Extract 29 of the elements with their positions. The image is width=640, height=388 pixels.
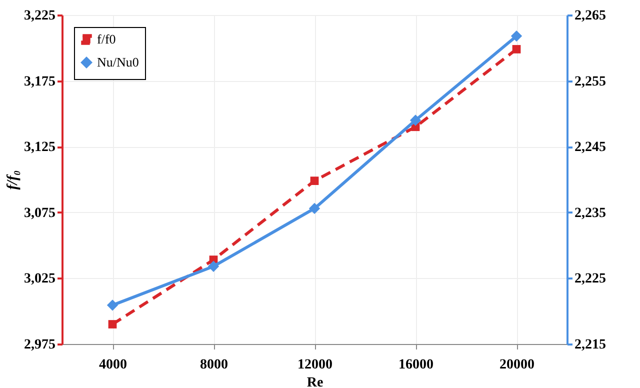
legend-label: Nu/Nu0 [97, 54, 139, 70]
point [108, 320, 117, 328]
y-tick-label: 2,975 [24, 338, 56, 352]
y2-tick-label: 2,235 [574, 206, 606, 221]
y2-tick-label: 2,225 [574, 272, 606, 287]
point [310, 176, 319, 185]
x-axis-title: Re [306, 376, 324, 388]
y-tick-label: 3,125 [24, 140, 56, 156]
x-tick-label: 4000 [99, 358, 127, 372]
y2-tick-label: 2,215 [574, 338, 606, 352]
point [410, 115, 421, 126]
y-tick-label: 3,075 [24, 206, 56, 221]
legend-label: f/f0 [97, 32, 116, 46]
y-tick-label: 3,225 [24, 8, 56, 24]
x-tick-label: 12000 [298, 358, 332, 372]
x-tick-label: 20000 [500, 358, 534, 372]
y2-tick-label: 2,255 [574, 74, 606, 90]
y2-tick-label: 2,245 [574, 140, 606, 156]
point [512, 45, 521, 54]
point [208, 261, 219, 272]
y2-tick-label: 2,265 [574, 8, 606, 24]
point [511, 30, 522, 42]
y-axis-title: f/f₀ [5, 170, 21, 190]
x-tick-label: 16000 [398, 358, 434, 372]
y-tick-label: 3,025 [24, 272, 56, 287]
point [309, 203, 320, 214]
y-tick-label: 3,175 [24, 74, 56, 90]
x-tick-label: 8000 [200, 358, 228, 372]
point [107, 300, 118, 310]
